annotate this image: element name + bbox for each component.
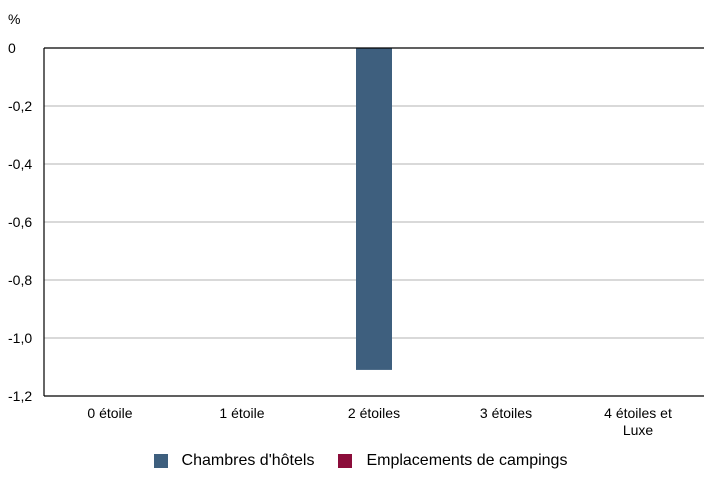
y-tick-label: -0,4	[8, 156, 32, 172]
y-tick-label: -1,0	[8, 330, 32, 346]
y-tick-label: 0	[8, 40, 16, 56]
y-tick-label: -1,2	[8, 388, 32, 404]
legend-swatch-campings	[338, 454, 353, 468]
legend-label-hotels: Chambres d'hôtels	[181, 452, 315, 469]
legend-item-hotels: Chambres d'hôtels	[153, 452, 315, 470]
y-tick-label: -0,8	[8, 272, 32, 288]
y-tick-label: -0,2	[8, 98, 32, 114]
bar-chart: % 0 -0,2 -0,4 -0,6 -0,8 -1,0 -1,2 0 étoile 1 ét…	[8, 11, 704, 438]
y-axis-ticks: 0 -0,2 -0,4 -0,6 -0,8 -1,0 -1,2	[8, 40, 32, 404]
legend-swatch-hotels	[153, 454, 168, 468]
legend-item-campings: Emplacements de campings	[338, 452, 567, 470]
x-axis-ticks: 0 étoile 1 étoile 2 étoiles 3 étoiles 4 étoi…	[87, 405, 672, 438]
y-tick-label: -0,6	[8, 214, 32, 230]
bar-2	[356, 48, 392, 370]
x-tick-label: 3 étoiles	[480, 405, 532, 421]
x-tick-label: 2 étoiles	[348, 405, 400, 421]
axes	[43, 47, 704, 397]
x-tick-label: 1 étoile	[219, 405, 264, 421]
bars	[356, 48, 392, 370]
x-tick-label: 0 étoile	[87, 405, 132, 421]
legend: Chambres d'hôtels Emplacements de campin…	[0, 452, 721, 470]
x-tick-label: 4 étoiles et Luxe	[604, 405, 672, 438]
y-axis-label: %	[8, 11, 20, 27]
legend-label-campings: Emplacements de campings	[366, 452, 568, 469]
